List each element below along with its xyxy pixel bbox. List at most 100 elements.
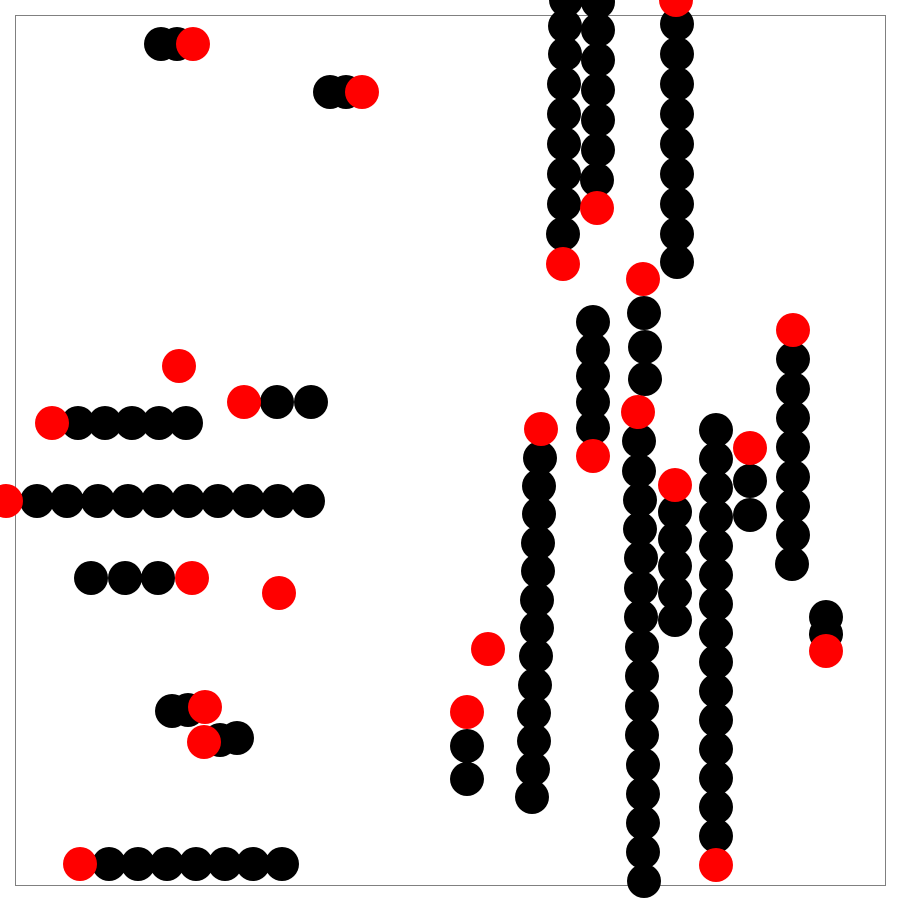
- snake-body-segment: [660, 157, 694, 191]
- snake-body-segment: [547, 127, 581, 161]
- snake-body-segment: [660, 37, 694, 71]
- snake-body-segment: [658, 549, 692, 583]
- snake-body-segment: [699, 558, 733, 592]
- snake-body-segment: [576, 359, 610, 393]
- snake-body-segment: [699, 674, 733, 708]
- snake-head: [227, 385, 261, 419]
- snake-body-segment: [626, 748, 660, 782]
- snake-body-segment: [547, 67, 581, 101]
- snake-body-segment: [121, 847, 155, 881]
- snake-head: [63, 847, 97, 881]
- snake-body-segment: [625, 718, 659, 752]
- snake-body-segment: [265, 847, 299, 881]
- snake-body-segment: [623, 483, 657, 517]
- snake-body-segment: [580, 163, 614, 197]
- snake-head: [699, 848, 733, 882]
- food-pellet: [162, 349, 196, 383]
- snake-body-segment: [169, 406, 203, 440]
- snake-body-segment: [141, 484, 175, 518]
- snake-12: [733, 431, 767, 532]
- snake-14: [809, 600, 843, 668]
- snake-body-segment: [660, 245, 694, 279]
- snake-body-segment: [261, 484, 295, 518]
- snake-body-segment: [626, 835, 660, 869]
- snake-body-segment: [520, 583, 554, 617]
- snake-body-segment: [548, 37, 582, 71]
- snake-body-segment: [733, 464, 767, 498]
- snake-8: [621, 395, 661, 898]
- snake-body-segment: [141, 561, 175, 595]
- snake-body-segment: [660, 67, 694, 101]
- snake-body-segment: [88, 406, 122, 440]
- snake-body-segment: [518, 668, 552, 702]
- snake-body-segment: [776, 518, 810, 552]
- snake-head: [576, 439, 610, 473]
- snake-body-segment: [111, 484, 145, 518]
- snake-17: [0, 484, 325, 518]
- snake-body-segment: [61, 406, 95, 440]
- snake-body-segment: [699, 500, 733, 534]
- snake-head: [580, 191, 614, 225]
- snake-body-segment: [581, 73, 615, 107]
- snake-body-segment: [236, 847, 270, 881]
- snake-head: [450, 695, 484, 729]
- snake-body-segment: [627, 864, 661, 898]
- snake-body-segment: [581, 43, 615, 77]
- snake-head: [546, 247, 580, 281]
- snake-body-segment: [733, 498, 767, 532]
- snake-body-segment: [660, 187, 694, 221]
- snake-body-segment: [576, 411, 610, 445]
- snake-body-segment: [699, 732, 733, 766]
- snake-15: [35, 406, 203, 440]
- snake-head: [658, 468, 692, 502]
- snake-body-segment: [622, 454, 656, 488]
- snake-body-segment: [626, 806, 660, 840]
- snake-body-segment: [625, 659, 659, 693]
- snake-body-segment: [660, 97, 694, 131]
- food-pellet: [262, 576, 296, 610]
- snake-body-segment: [208, 847, 242, 881]
- snake-body-segment: [658, 576, 692, 610]
- snake-body-segment: [776, 460, 810, 494]
- snake-body-segment: [581, 103, 615, 137]
- snake-10: [658, 468, 692, 637]
- snake-body-segment: [699, 616, 733, 650]
- snake-body-segment: [776, 401, 810, 435]
- snake-body-segment: [658, 522, 692, 556]
- snake-body-segment: [81, 484, 115, 518]
- snake-head: [809, 634, 843, 668]
- snake-body-segment: [576, 385, 610, 419]
- snake-4: [546, 0, 583, 281]
- snake-body-segment: [179, 847, 213, 881]
- snake-body-segment: [517, 696, 551, 730]
- snake-9: [515, 412, 558, 814]
- snake-body-segment: [522, 497, 556, 531]
- snake-20: [187, 721, 254, 759]
- snake-body-segment: [699, 529, 733, 563]
- snake-body-segment: [627, 296, 661, 330]
- snake-head: [345, 75, 379, 109]
- snake-head: [659, 0, 693, 17]
- snake-body-segment: [699, 413, 733, 447]
- snake-body-segment: [142, 406, 176, 440]
- snake-5: [580, 0, 615, 225]
- snake-body-segment: [450, 762, 484, 796]
- snake-head: [621, 395, 655, 429]
- snake-body-segment: [776, 430, 810, 464]
- snake-body-segment: [519, 639, 553, 673]
- snake-body-segment: [699, 587, 733, 621]
- snake-body-segment: [776, 372, 810, 406]
- snake-body-segment: [520, 611, 554, 645]
- snake-body-segment: [521, 554, 555, 588]
- snake-head: [175, 561, 209, 595]
- snake-body-segment: [626, 777, 660, 811]
- snake-3: [659, 0, 694, 279]
- snake-body-segment: [658, 495, 692, 529]
- snake-body-segment: [699, 471, 733, 505]
- snake-body-segment: [776, 489, 810, 523]
- snake-body-segment: [150, 847, 184, 881]
- snake-18: [74, 561, 209, 595]
- snake-body-segment: [50, 484, 84, 518]
- snake-body-segment: [516, 752, 550, 786]
- snake-head: [776, 313, 810, 347]
